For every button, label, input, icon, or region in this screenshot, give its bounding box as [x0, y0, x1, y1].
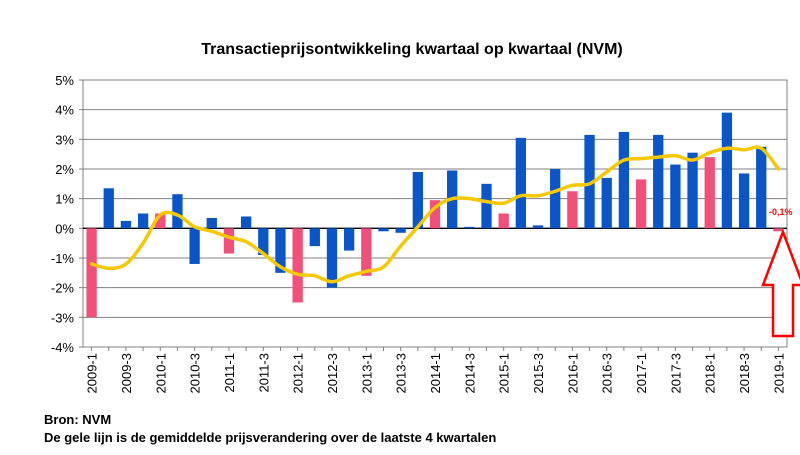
- x-tick-label: 2010-3: [188, 353, 203, 393]
- bar: [515, 137, 527, 229]
- x-tick-label: 2016-1: [565, 353, 580, 393]
- bar: [721, 112, 733, 229]
- y-tick-label: -2%: [51, 281, 75, 296]
- x-tick-label: 2010-1: [153, 353, 168, 393]
- bar: [309, 228, 320, 247]
- bar: [103, 188, 114, 229]
- y-tick-label: 3%: [55, 132, 74, 147]
- x-tick-label: 2009-1: [85, 353, 100, 393]
- bar: [378, 228, 389, 232]
- bar: [172, 194, 183, 229]
- bar: [738, 173, 750, 229]
- bar: [481, 183, 492, 229]
- bar: [189, 228, 200, 264]
- bar: [137, 213, 149, 229]
- bar: [601, 177, 612, 229]
- bar: [550, 169, 561, 229]
- x-tick-label: 2015-3: [531, 353, 546, 393]
- x-tick-labels: 2009-1 2009-3 2010-1 2010-3 2011-1 2011-3 2012…: [85, 347, 786, 393]
- bar: [584, 134, 595, 229]
- bar: [429, 200, 441, 229]
- footer-note: De gele lijn is de gemiddelde prijsveran…: [44, 430, 497, 445]
- bar: [240, 216, 252, 229]
- bar: [292, 228, 303, 303]
- y-tick-labels: 5% 4% 3% 2% 1% 0% -1% -2% -3% -4%: [51, 73, 75, 355]
- bar: [86, 228, 97, 318]
- chart-title: Transactieprijsontwikkeling kwartaal op …: [201, 41, 622, 58]
- x-tick-label: 2017-1: [634, 353, 649, 393]
- x-tick-label: 2012-3: [325, 353, 340, 393]
- x-tick-label: 2012-1: [291, 353, 306, 393]
- bar: [258, 228, 269, 256]
- bar: [223, 228, 235, 254]
- bar: [275, 228, 286, 273]
- x-tick-label: 2018-3: [737, 353, 752, 393]
- bar: [498, 213, 509, 229]
- bar: [567, 191, 578, 229]
- y-tick-label: -4%: [51, 340, 75, 355]
- bar: [687, 152, 698, 229]
- bar: [653, 134, 664, 229]
- x-tick-label: 2014-3: [462, 353, 477, 393]
- bar: [532, 225, 544, 229]
- x-tick-label: 2019-1: [771, 353, 786, 393]
- bar: [670, 164, 681, 229]
- bar: [464, 226, 475, 229]
- bar: [773, 228, 784, 232]
- y-tick-label: 5%: [55, 73, 74, 88]
- x-tick-label: 2011-1: [222, 353, 237, 393]
- x-tick-label: 2013-3: [394, 353, 409, 393]
- x-tick-label: 2013-1: [359, 353, 374, 393]
- x-tick-label: 2014-1: [428, 353, 443, 393]
- bar-series: [86, 112, 784, 318]
- bar: [206, 217, 217, 229]
- bar: [756, 146, 767, 229]
- x-tick-label: 2009-3: [119, 353, 134, 393]
- y-tick-label: -3%: [51, 310, 75, 325]
- bar: [412, 171, 423, 229]
- bar: [361, 228, 372, 276]
- x-tick-label: 2017-3: [668, 353, 683, 393]
- average-line-series: [89, 145, 781, 284]
- y-tick-label: 1%: [55, 192, 74, 207]
- bar: [395, 228, 406, 233]
- bar: [635, 179, 647, 229]
- bar: [155, 213, 166, 229]
- y-tick-label: 2%: [55, 162, 74, 177]
- bar: [326, 228, 338, 288]
- x-tick-label: 2016-3: [600, 353, 615, 393]
- y-tick-label: 0%: [55, 221, 74, 236]
- average-line: [89, 145, 781, 284]
- x-tick-label: 2011-3: [256, 353, 271, 393]
- bar: [343, 228, 355, 251]
- y-tick-label: -1%: [51, 251, 75, 266]
- bar: [120, 220, 132, 229]
- y-tick-label: 4%: [55, 103, 74, 118]
- bar: [704, 157, 715, 229]
- x-tick-label: 2018-1: [703, 353, 718, 393]
- x-tick-label: 2015-1: [497, 353, 512, 393]
- up-arrow-icon: [761, 228, 800, 338]
- footer-source: Bron: NVM: [44, 412, 112, 427]
- annotation-label: -0,1%: [769, 207, 793, 217]
- bar: [618, 131, 630, 229]
